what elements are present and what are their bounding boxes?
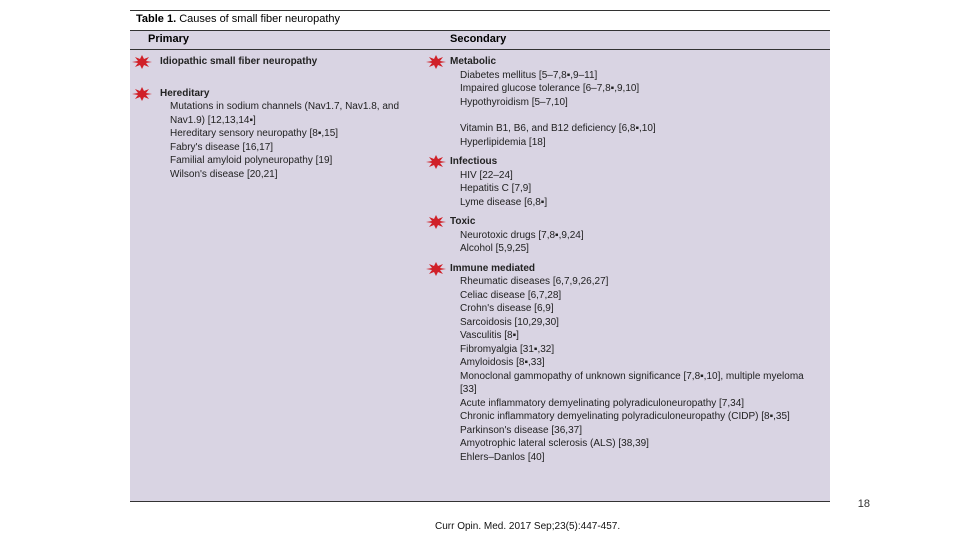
table-title-text: Causes of small fiber neuropathy [176, 13, 340, 25]
list-item: Fibromyalgia [31▪,32] [450, 343, 810, 357]
section-label: Idiopathic small fiber neuropathy [160, 56, 317, 67]
table-content: Idiopathic small fiber neuropathy Heredi… [130, 51, 830, 501]
list-item: Impaired glucose tolerance [6–7,8▪,9,10] [450, 82, 810, 96]
list-item: Celiac disease [6,7,28] [450, 289, 810, 303]
page-root: Table 1. Causes of small fiber neuropath… [0, 0, 960, 540]
list-item: Rheumatic diseases [6,7,9,26,27] [450, 275, 810, 289]
list-item: Crohn's disease [6,9] [450, 302, 810, 316]
table-title-bold: Table 1. [136, 13, 176, 25]
column-headers: Primary Secondary [130, 31, 830, 50]
list-item: Monoclonal gammopathy of unknown signifi… [450, 370, 810, 397]
list-item: Hyperlipidemia [18] [450, 136, 810, 150]
list-item: HIV [22–24] [450, 169, 810, 183]
section-label: Immune mediated [450, 263, 535, 274]
secondary-section-immune: Immune mediated [450, 262, 810, 276]
table-container: Table 1. Causes of small fiber neuropath… [130, 10, 830, 502]
table-title: Table 1. Causes of small fiber neuropath… [130, 11, 830, 31]
section-label: Toxic [450, 216, 475, 227]
list-item: Chronic inflammatory demyelinating polyr… [450, 410, 810, 424]
list-item: Vitamin B1, B6, and B12 deficiency [6,8▪… [450, 122, 810, 136]
header-secondary: Secondary [450, 33, 506, 45]
list-item: Fabry's disease [16,17] [160, 141, 430, 155]
list-item: Hypothyroidism [5–7,10] [450, 96, 810, 110]
list-item: Vasculitis [8▪] [450, 329, 810, 343]
primary-section-idiopathic: Idiopathic small fiber neuropathy [160, 55, 430, 69]
list-item: Alcohol [5,9,25] [450, 242, 810, 256]
secondary-section-toxic: Toxic [450, 215, 810, 229]
list-item: Neurotoxic drugs [7,8▪,9,24] [450, 229, 810, 243]
burst-icon [426, 155, 446, 169]
list-item: Hereditary sensory neuropathy [8▪,15] [160, 127, 430, 141]
list-item: Sarcoidosis [10,29,30] [450, 316, 810, 330]
burst-icon [426, 215, 446, 229]
list-item: Wilson's disease [20,21] [160, 168, 430, 182]
list-item: Amyotrophic lateral sclerosis (ALS) [38,… [450, 437, 810, 451]
citation-text: Curr Opin. Med. 2017 Sep;23(5):447-457. [435, 521, 620, 532]
list-item: Lyme disease [6,8▪] [450, 196, 810, 210]
section-label: Metabolic [450, 56, 496, 67]
burst-icon [132, 55, 152, 69]
burst-icon [426, 55, 446, 69]
secondary-section-infectious: Infectious [450, 155, 810, 169]
section-label: Hereditary [160, 88, 209, 99]
primary-section-hereditary: Hereditary [160, 87, 430, 101]
burst-icon [426, 262, 446, 276]
column-primary: Idiopathic small fiber neuropathy Heredi… [160, 55, 430, 181]
list-item: Mutations in sodium channels (Nav1.7, Na… [160, 100, 430, 127]
burst-icon [132, 87, 152, 101]
list-item: Acute inflammatory demyelinating polyrad… [450, 397, 810, 411]
list-item: Parkinson's disease [36,37] [450, 424, 810, 438]
list-item: Diabetes mellitus [5–7,8▪,9–11] [450, 69, 810, 83]
list-item: Amyloidosis [8▪,33] [450, 356, 810, 370]
list-item: Ehlers–Danlos [40] [450, 451, 810, 465]
list-item: Hepatitis C [7,9] [450, 182, 810, 196]
column-secondary: Metabolic Diabetes mellitus [5–7,8▪,9–11… [450, 55, 810, 464]
section-label: Infectious [450, 156, 497, 167]
list-item [450, 109, 810, 122]
page-number: 18 [858, 498, 870, 510]
secondary-section-metabolic: Metabolic [450, 55, 810, 69]
header-primary: Primary [148, 33, 189, 45]
list-item: Familial amyloid polyneuropathy [19] [160, 154, 430, 168]
